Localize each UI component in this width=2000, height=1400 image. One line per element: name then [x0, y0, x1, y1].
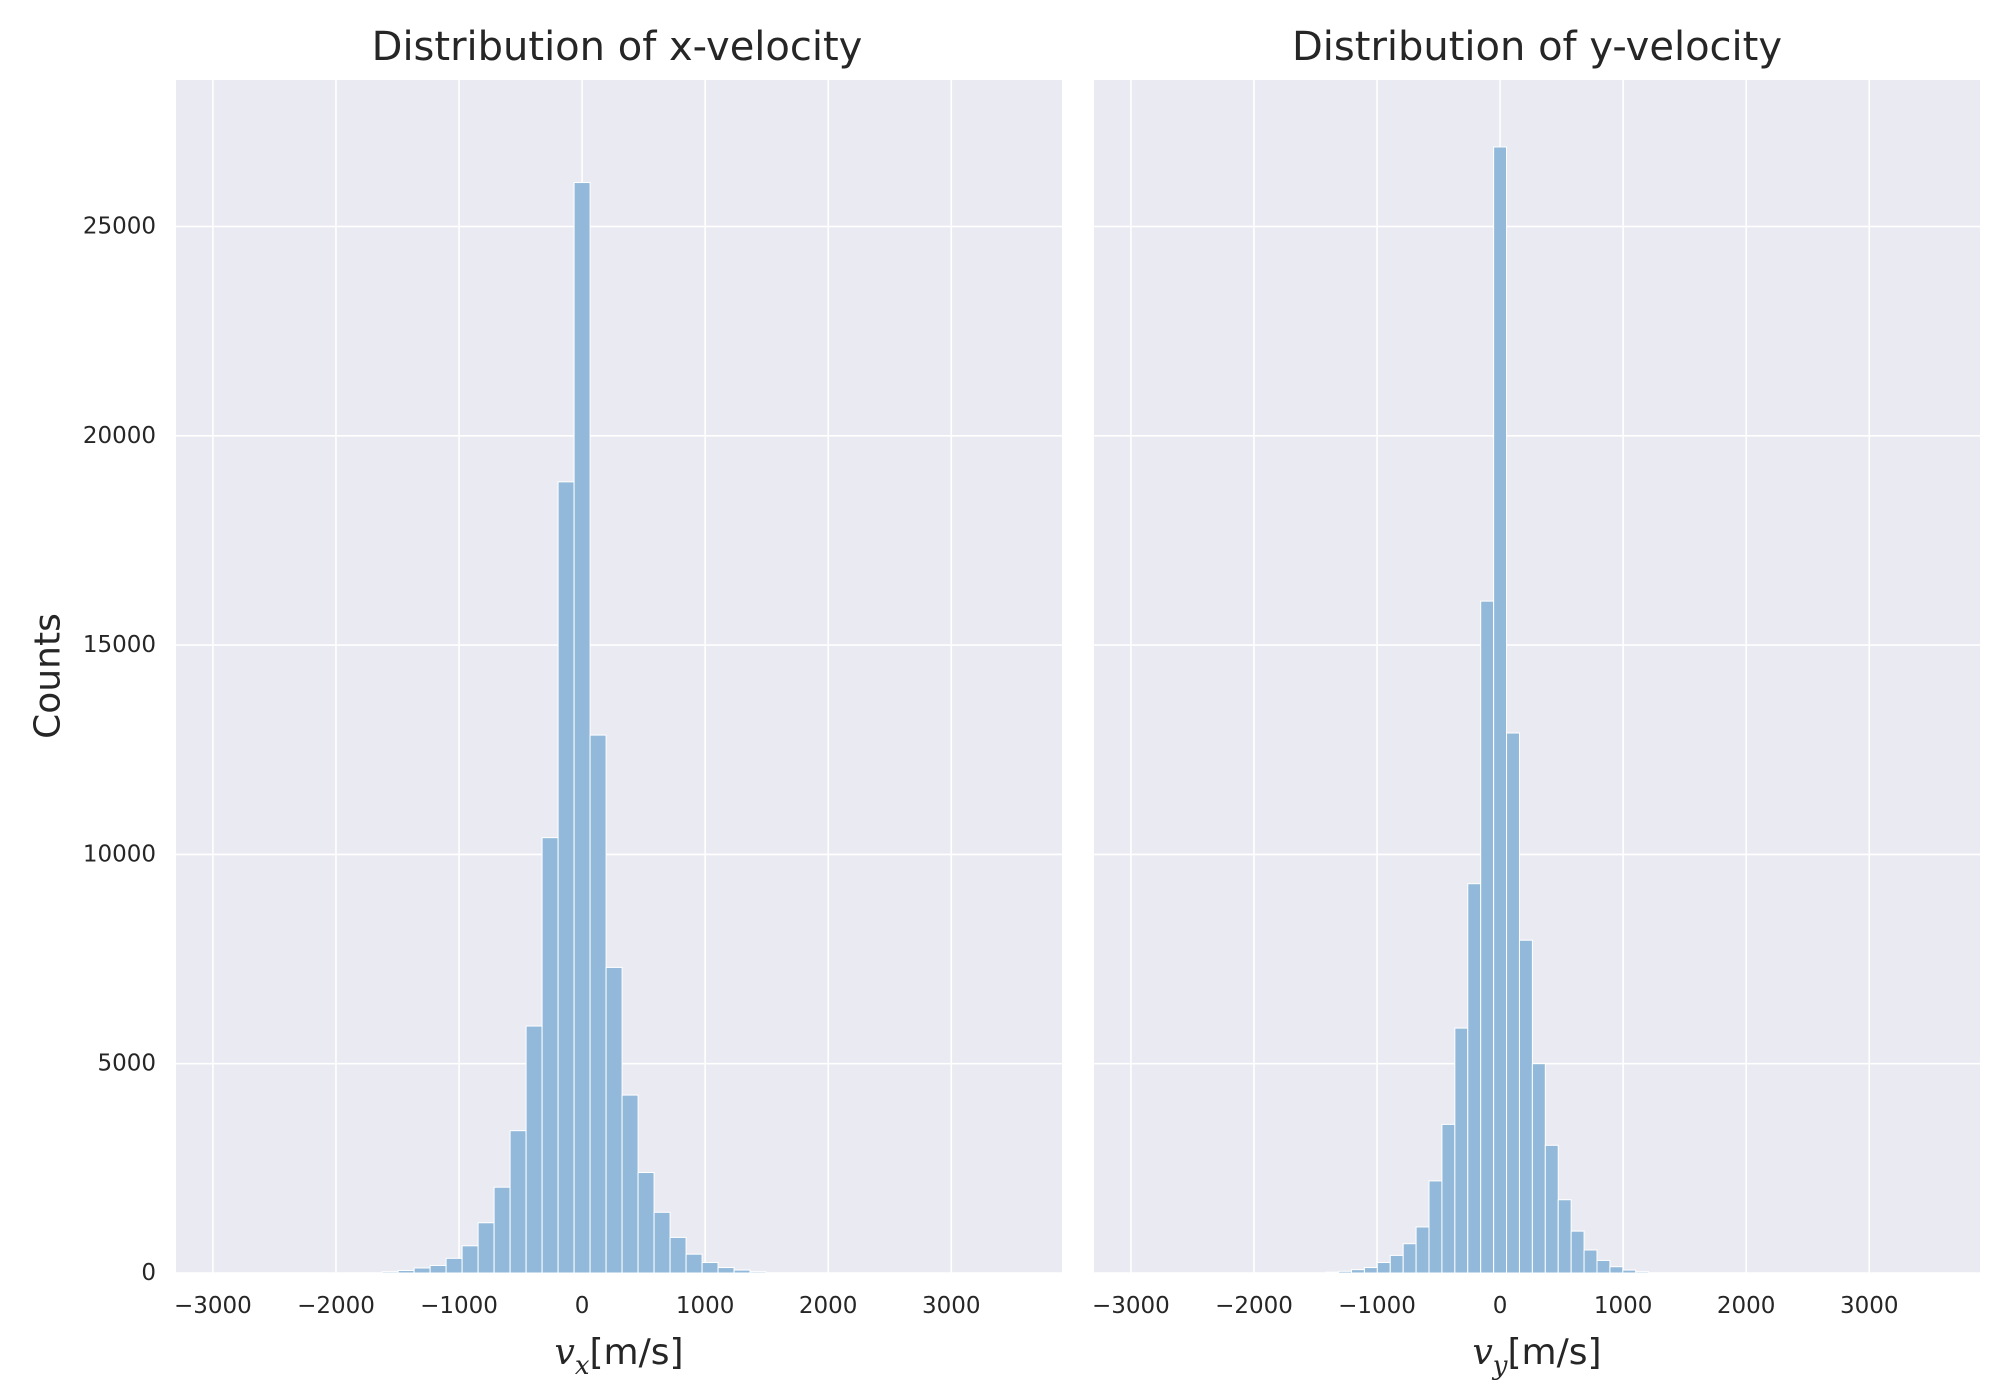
histogram-bar: [589, 734, 607, 1274]
histogram-bar: [413, 1267, 431, 1274]
x-tick-label: 1000: [1594, 1293, 1653, 1319]
y-tick-labels: 0 5000 10000 15000 20000 25000: [83, 214, 156, 1286]
panel-x-velocity: Distribution of x-velocity −3000 −2000 −10…: [83, 24, 1062, 1381]
histogram-bar: [557, 481, 575, 1274]
x-axis-label: vy[m/s]: [1472, 1332, 1601, 1381]
x-tick-label: −3000: [174, 1293, 252, 1319]
histogram-bar: [1518, 939, 1533, 1274]
x-axis-label: vx[m/s]: [554, 1332, 683, 1381]
x-tick-label: 0: [575, 1293, 590, 1319]
y-tick-label: 10000: [83, 841, 156, 867]
histogram-bar: [1389, 1254, 1404, 1274]
x-tick-label: 3000: [922, 1293, 981, 1319]
histogram-bar: [397, 1269, 415, 1274]
histogram-bar: [1441, 1123, 1456, 1274]
histogram-bar: [429, 1264, 447, 1274]
y-tick-label: 5000: [97, 1051, 156, 1077]
histogram-bar: [621, 1094, 639, 1274]
histogram-bar: [669, 1236, 687, 1274]
histogram-bar: [381, 1271, 399, 1274]
x-axis-label-subscript: x: [575, 1351, 590, 1381]
histogram-bar: [573, 182, 591, 1274]
histogram-bar: [1570, 1230, 1585, 1274]
y-tick-label: 0: [141, 1260, 156, 1286]
histogram-bar: [1467, 883, 1482, 1274]
histogram-bar: [1428, 1180, 1443, 1274]
histogram-bar: [477, 1222, 495, 1274]
histogram-bar: [493, 1186, 511, 1274]
y-tick-label: 25000: [83, 214, 156, 240]
histogram-bar: [749, 1271, 767, 1274]
histogram-bar: [1376, 1262, 1391, 1274]
y-axis-label: Counts: [28, 613, 69, 739]
histogram-bar: [1531, 1063, 1546, 1274]
x-tick-label: 0: [1493, 1293, 1508, 1319]
histogram-bar: [733, 1269, 751, 1274]
histogram-bar: [525, 1025, 543, 1274]
chart-title: Distribution of y-velocity: [1292, 24, 1782, 70]
histogram-bar: [1338, 1270, 1352, 1274]
histogram-bar: [1557, 1199, 1572, 1274]
histogram-bars: [381, 182, 767, 1274]
histogram-bar: [445, 1257, 463, 1274]
x-tick-label: 2000: [1717, 1293, 1776, 1319]
histogram-bar: [1493, 146, 1508, 1274]
x-tick-label: −1000: [420, 1293, 498, 1319]
x-tick-label: −2000: [297, 1293, 375, 1319]
histogram-bar: [637, 1172, 655, 1274]
histogram-bar: [509, 1130, 527, 1274]
x-tick-label: 2000: [799, 1293, 858, 1319]
y-tick-label: 20000: [83, 423, 156, 449]
x-tick-label: −1000: [1338, 1293, 1416, 1319]
histogram-bar: [1622, 1269, 1637, 1274]
histogram-bars: [1325, 146, 1650, 1274]
x-tick-label: 3000: [1840, 1293, 1899, 1319]
histogram-bar: [701, 1262, 719, 1274]
x-axis-label-symbol: v: [554, 1332, 574, 1373]
x-axis-label-unit: [m/s]: [1508, 1332, 1602, 1373]
histogram-bar: [1402, 1243, 1417, 1274]
histogram-bar: [1596, 1259, 1611, 1274]
histogram-bar: [1609, 1266, 1624, 1274]
x-axis-label-symbol: v: [1472, 1332, 1492, 1373]
grid-lines: [176, 80, 1062, 1274]
y-tick-label: 15000: [83, 632, 156, 658]
histogram-bar: [1325, 1271, 1340, 1274]
panel-y-velocity: Distribution of y-velocity −3000 −2000 −10…: [1092, 24, 1980, 1381]
x-tick-label: 1000: [676, 1293, 735, 1319]
x-tick-labels: −3000 −2000 −1000 0 1000 2000 3000: [1092, 1293, 1899, 1319]
x-tick-label: −2000: [1215, 1293, 1293, 1319]
histogram-bar: [1583, 1249, 1598, 1274]
histogram-bar: [461, 1245, 479, 1274]
x-axis-label-unit: [m/s]: [589, 1332, 683, 1373]
histogram-bar: [717, 1267, 735, 1274]
x-axis-label-subscript: y: [1492, 1351, 1508, 1381]
histogram-bar: [1454, 1027, 1469, 1274]
histogram-bar: [605, 966, 623, 1274]
x-tick-label: −3000: [1092, 1293, 1170, 1319]
histogram-bar: [1635, 1271, 1650, 1274]
histogram-bar: [1415, 1226, 1430, 1274]
histogram-bar: [1480, 600, 1495, 1274]
histogram-bar: [1506, 732, 1520, 1274]
histogram-bar: [653, 1211, 671, 1274]
histogram-bar: [1363, 1267, 1378, 1274]
histogram-bar: [541, 837, 559, 1274]
histogram-bar: [685, 1253, 703, 1274]
histogram-bar: [1544, 1144, 1559, 1274]
chart-title: Distribution of x-velocity: [372, 24, 863, 70]
histogram-bar: [1350, 1269, 1365, 1274]
x-tick-labels: −3000 −2000 −1000 0 1000 2000 3000: [174, 1293, 981, 1319]
